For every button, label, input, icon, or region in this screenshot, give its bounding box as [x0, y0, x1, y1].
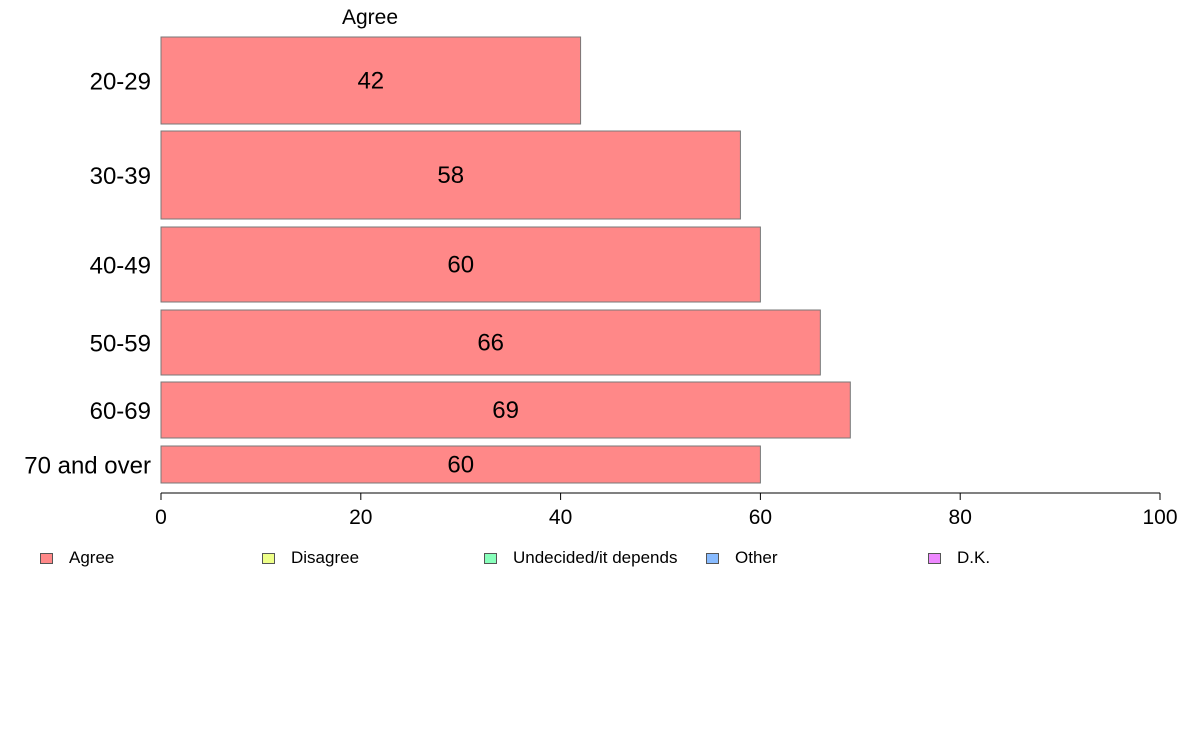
x-tick-label: 80 — [949, 506, 972, 529]
legend-swatch-disagree — [262, 552, 275, 564]
legend: Agree Disagree Undecided/it depends Othe… — [0, 548, 1188, 568]
data-label: 42 — [357, 68, 384, 95]
data-label: 58 — [437, 162, 464, 189]
legend-label-dk: D.K. — [957, 548, 991, 567]
legend-item-undecided: Undecided/it depends — [484, 548, 677, 568]
bar-60-69 — [160, 381, 851, 439]
data-label: 60 — [447, 452, 474, 479]
bar-20-29 — [160, 36, 582, 125]
legend-label-other: Other — [735, 548, 778, 567]
y-tick-label: 50-59 — [90, 331, 151, 358]
y-tick-label: 20-29 — [90, 69, 151, 96]
bar-30-39 — [160, 130, 741, 220]
x-tick-label: 40 — [549, 506, 572, 529]
legend-item-agree: Agree — [40, 548, 114, 568]
bar-chart: Agree 42 20-29 58 30-39 60 40-49 66 50-59 69 60-6… — [24, 6, 1177, 529]
x-tick-label: 60 — [749, 506, 772, 529]
legend-item-dk: D.K. — [928, 548, 990, 568]
y-tick-label: 60-69 — [90, 398, 151, 425]
chart-title: Agree — [342, 6, 398, 29]
bar-70-and-over — [160, 445, 761, 484]
data-label: 69 — [492, 397, 519, 424]
y-tick-label: 40-49 — [90, 253, 151, 280]
legend-swatch-agree — [40, 552, 53, 564]
legend-item-disagree: Disagree — [262, 548, 359, 568]
legend-label-agree: Agree — [69, 548, 115, 567]
y-tick-label: 70 and over — [24, 453, 151, 480]
bar-40-49 — [160, 226, 761, 303]
legend-label-disagree: Disagree — [291, 548, 360, 567]
legend-swatch-dk — [928, 552, 941, 564]
legend-label-undecided: Undecided/it depends — [513, 548, 678, 567]
x-tick-label: 100 — [1142, 506, 1177, 529]
x-tick-label: 20 — [349, 506, 372, 529]
bar-50-59 — [160, 309, 821, 376]
x-tick-label: 0 — [155, 506, 167, 529]
data-label: 66 — [477, 330, 504, 357]
legend-swatch-undecided — [484, 552, 497, 564]
legend-item-other: Other — [706, 548, 778, 568]
legend-swatch-other — [706, 552, 719, 564]
data-label: 60 — [447, 252, 474, 279]
y-tick-label: 30-39 — [90, 163, 151, 190]
